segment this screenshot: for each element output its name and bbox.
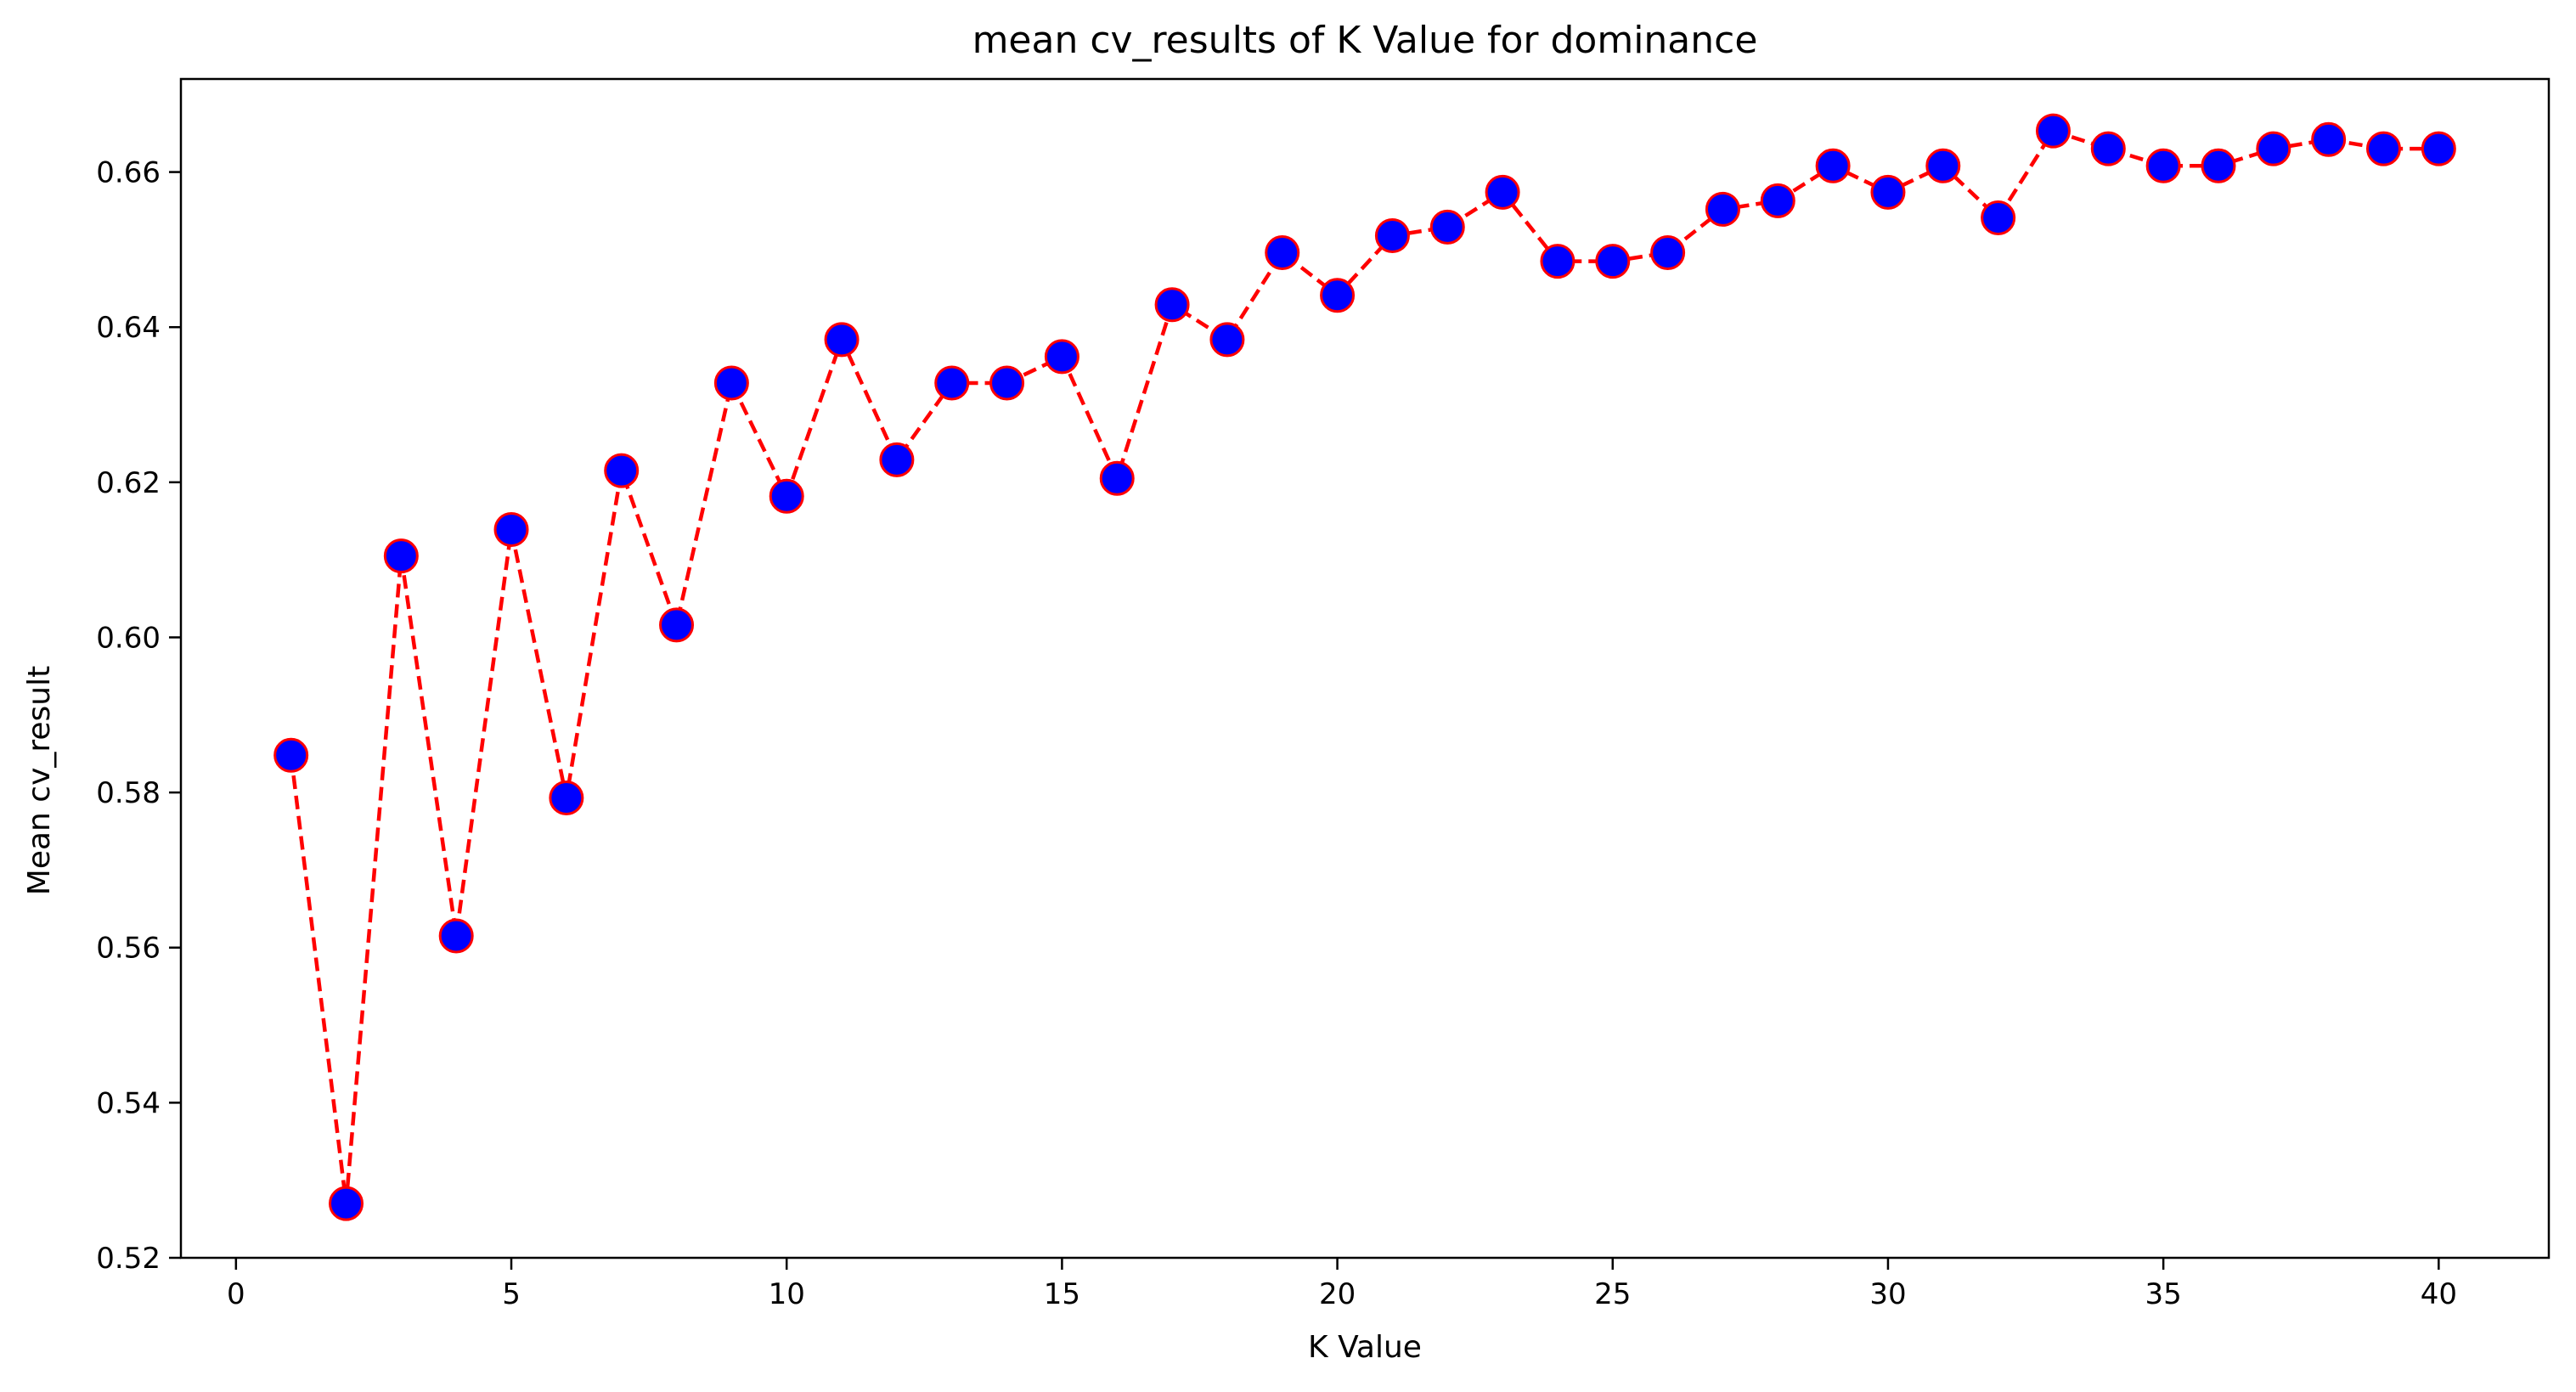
x-tick-label: 20	[1319, 1277, 1356, 1311]
data-point	[879, 442, 915, 477]
data-point	[1925, 148, 1961, 183]
data-point	[1485, 174, 1520, 210]
x-axis-label: K Value	[1308, 1330, 1422, 1365]
x-tick-label: 5	[502, 1277, 521, 1311]
data-series	[273, 113, 2456, 1221]
x-tick-label: 0	[227, 1277, 245, 1311]
chart-title: mean cv_results of K Value for dominance	[972, 19, 1758, 62]
x-tick-label: 15	[1044, 1277, 1080, 1311]
data-point	[383, 538, 419, 574]
axis-ticks: 0 5 10 15 20 25 30 35 40 0.52 0.54 0.56 0.58 0.60 0.62…	[96, 156, 2457, 1311]
data-point	[1595, 244, 1631, 279]
x-tick-label: 35	[2145, 1277, 2182, 1311]
data-point	[1650, 235, 1686, 271]
data-point	[934, 365, 970, 401]
x-tick-label: 25	[1594, 1277, 1631, 1311]
data-point	[1540, 244, 1575, 279]
plot-area-frame	[179, 77, 2551, 1260]
y-tick-label: 0.62	[96, 466, 161, 500]
data-point	[549, 781, 584, 815]
data-point	[2090, 131, 2126, 166]
data-point	[1320, 278, 1356, 313]
data-point	[2035, 113, 2071, 149]
y-tick-label: 0.60	[96, 621, 161, 655]
series-line	[289, 128, 2439, 1206]
x-tick-label: 40	[2421, 1277, 2457, 1311]
data-point	[1981, 200, 2016, 235]
y-axis-label: Mean cv_result	[22, 666, 57, 895]
data-point	[1154, 287, 1190, 323]
y-tick-label: 0.66	[96, 156, 161, 190]
data-point	[989, 365, 1025, 401]
y-tick-label: 0.52	[96, 1242, 161, 1276]
data-point	[2201, 148, 2236, 183]
data-point	[1209, 322, 1245, 358]
y-tick-label: 0.64	[96, 311, 161, 345]
data-point	[1044, 339, 1079, 375]
data-point	[1265, 235, 1300, 271]
data-point	[273, 737, 309, 773]
data-point	[604, 453, 640, 488]
data-point	[329, 1186, 364, 1221]
data-point	[2365, 131, 2401, 166]
data-point	[1429, 209, 1465, 245]
x-tick-label: 10	[769, 1277, 805, 1311]
y-tick-label: 0.58	[96, 776, 161, 810]
data-point	[2256, 131, 2291, 166]
y-tick-label: 0.54	[96, 1086, 161, 1120]
data-point	[1760, 183, 1795, 218]
x-tick-label: 30	[1869, 1277, 1906, 1311]
data-point	[1870, 174, 1906, 210]
data-point	[493, 512, 529, 548]
data-point	[2145, 148, 2181, 183]
data-point	[2421, 131, 2456, 166]
data-point	[1374, 217, 1410, 253]
data-point	[1705, 191, 1740, 227]
data-point	[1099, 460, 1135, 496]
data-point	[438, 918, 474, 954]
data-point	[659, 607, 695, 643]
data-point	[713, 365, 749, 401]
y-tick-label: 0.56	[96, 932, 161, 966]
data-point	[1815, 148, 1851, 183]
data-point	[769, 478, 804, 514]
data-point	[2311, 121, 2347, 157]
data-point	[824, 322, 860, 358]
